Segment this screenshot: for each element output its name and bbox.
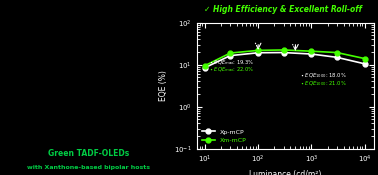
Xm-mCP [256,49,260,51]
Xp-mCP [203,67,207,69]
Xp-mCP [228,55,232,57]
Xm-mCP [203,65,207,67]
X-axis label: Luminance (cd/m²): Luminance (cd/m²) [249,170,322,175]
Xp-mCP [309,53,314,55]
Text: • $EQE_{1000}$: 21.0%: • $EQE_{1000}$: 21.0% [300,79,347,88]
Xp-mCP [335,56,339,58]
Line: Xm-mCP: Xm-mCP [202,48,367,68]
Xm-mCP [281,49,286,51]
Legend: Xp-mCP, Xm-mCP: Xp-mCP, Xm-mCP [200,127,249,146]
Text: with Xanthone-based bipolar hosts: with Xanthone-based bipolar hosts [27,166,150,170]
Line: Xp-mCP: Xp-mCP [202,50,367,70]
Xm-mCP [228,52,232,54]
Xp-mCP [363,63,367,65]
Text: ✓ High Efficiency & Excellent Roll-off: ✓ High Efficiency & Excellent Roll-off [204,5,363,14]
Xm-mCP [335,51,339,54]
Xp-mCP [256,52,260,54]
Xm-mCP [363,58,367,60]
Text: • $EQE_{max}$: 19.3%: • $EQE_{max}$: 19.3% [209,59,254,67]
Y-axis label: EQE (%): EQE (%) [160,70,169,101]
Text: Green TADF-OLEDs: Green TADF-OLEDs [48,149,129,159]
Text: • $EQE_{1000}$: 18.0%: • $EQE_{1000}$: 18.0% [300,71,347,80]
Xm-mCP [309,50,314,52]
Xp-mCP [281,51,286,54]
Text: • $EQE_{max}$: 22.0%: • $EQE_{max}$: 22.0% [209,66,254,74]
